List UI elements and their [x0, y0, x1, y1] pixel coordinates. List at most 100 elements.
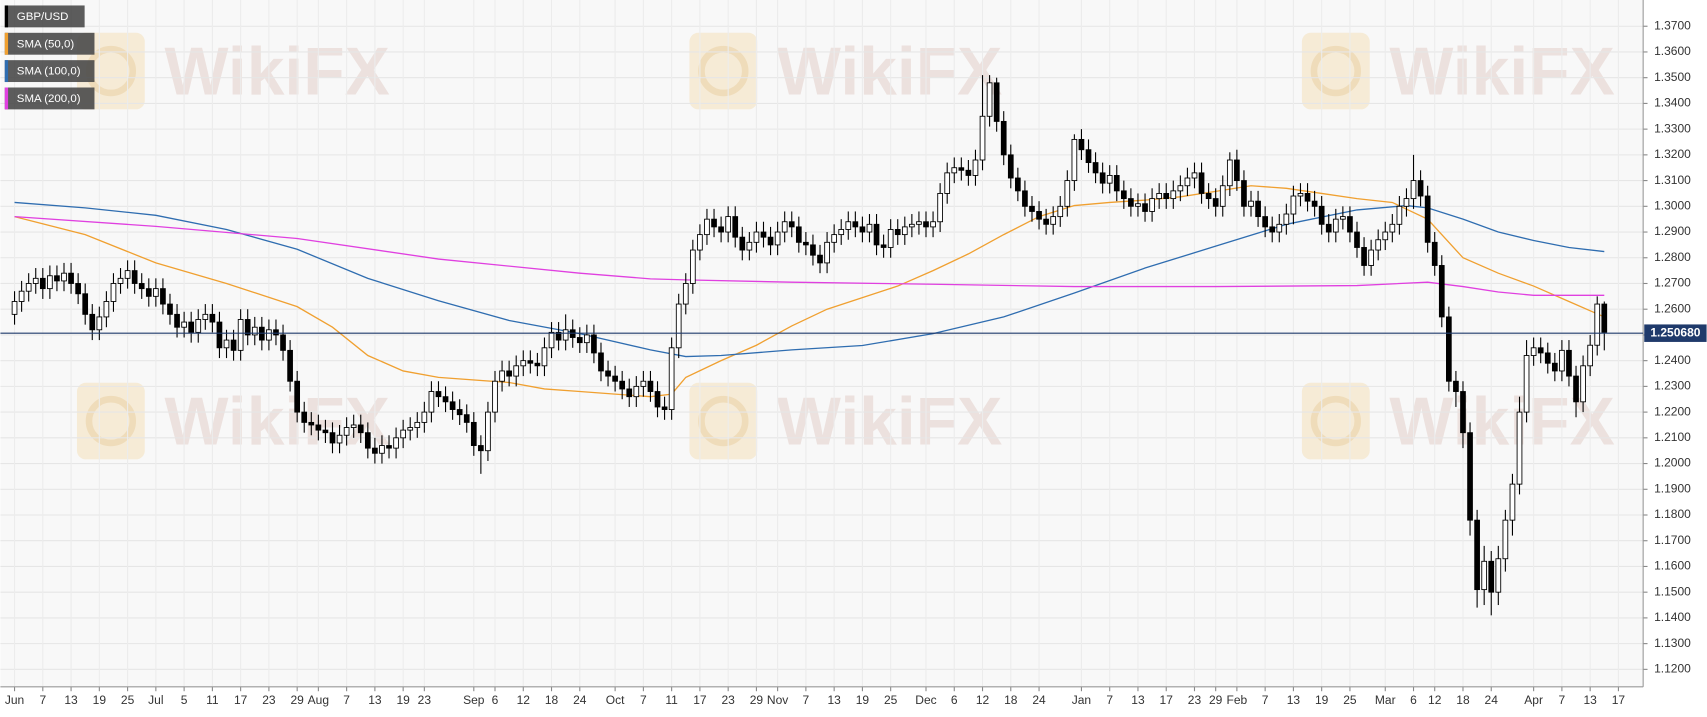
candle-body	[1184, 177, 1191, 187]
x-tick-label: Aug	[308, 693, 329, 707]
candle-body	[845, 221, 852, 230]
x-tick-label: 7	[343, 693, 350, 707]
candle-body	[1601, 303, 1608, 333]
x-tick-label: 19	[396, 693, 410, 707]
candle-body	[1318, 205, 1325, 225]
sma-line	[14, 201, 1605, 358]
y-tick-label: 1.1500	[1654, 584, 1691, 598]
candle-body	[1587, 344, 1594, 367]
watermark: WikiFX	[164, 34, 389, 109]
watermark: WikiFX	[164, 384, 389, 459]
candle-body	[1431, 241, 1438, 266]
candle-body	[697, 234, 703, 251]
x-tick-label: 17	[693, 693, 707, 707]
candle-body	[1481, 560, 1488, 591]
candle-body	[124, 270, 131, 279]
candle-body	[704, 218, 710, 236]
y-tick-label: 1.2200	[1654, 404, 1691, 418]
candle-body	[1516, 411, 1523, 485]
candle-body	[795, 226, 802, 243]
legend-box[interactable]	[4, 87, 95, 110]
x-tick-label: 23	[262, 693, 276, 707]
candle-body	[1120, 190, 1127, 200]
x-tick-label: 12	[1428, 693, 1442, 707]
x-tick-label: 24	[573, 693, 587, 707]
price-label: 1.250680	[1650, 325, 1700, 339]
legend-box[interactable]	[4, 60, 95, 83]
candle-body	[322, 429, 329, 434]
candle-body	[1523, 355, 1530, 413]
candle-body	[810, 244, 816, 256]
candle-body	[1580, 365, 1586, 403]
y-tick-label: 1.3700	[1654, 18, 1691, 32]
candle-body	[1537, 347, 1544, 354]
x-tick-label: 7	[1106, 693, 1113, 707]
x-tick-label: Mar	[1375, 693, 1396, 707]
x-tick-label: 13	[64, 693, 78, 707]
candle-body	[1410, 180, 1417, 200]
candle-body	[1198, 172, 1205, 194]
watermark-logo-mark	[698, 45, 749, 97]
x-tick-label: 19	[93, 693, 107, 707]
candle-body	[598, 352, 604, 372]
x-tick-label: Nov	[767, 693, 788, 707]
x-tick-label: 25	[1343, 693, 1357, 707]
y-tick-label: 1.3100	[1654, 173, 1691, 187]
candle-body	[916, 221, 922, 225]
x-tick-label: 12	[976, 693, 990, 707]
candle-body	[308, 421, 315, 426]
candle-body	[1226, 159, 1233, 187]
candle-body	[1283, 213, 1290, 225]
sma-line	[14, 185, 1605, 398]
candle-body	[1368, 249, 1374, 266]
candle-body	[39, 277, 46, 290]
y-tick-label: 1.1900	[1654, 481, 1691, 495]
candle-body	[555, 331, 562, 341]
x-tick-label: Feb	[1227, 693, 1248, 707]
candle-body	[1389, 223, 1396, 233]
candle-body	[852, 221, 859, 228]
candle-body	[266, 329, 272, 341]
candle-body	[1276, 223, 1283, 233]
candle-body	[492, 380, 498, 413]
candle-body	[619, 380, 626, 390]
legend-box[interactable]	[4, 5, 85, 28]
legend-box[interactable]	[4, 32, 95, 55]
candle-body	[209, 313, 216, 323]
candle-body	[548, 331, 555, 349]
x-tick-label: 5	[181, 693, 188, 707]
candle-body	[1043, 218, 1049, 225]
candle-body	[1234, 159, 1240, 182]
candle-body	[1205, 193, 1212, 200]
x-tick-label: 19	[856, 693, 870, 707]
candle-body	[237, 319, 244, 351]
x-tick-label: 13	[368, 693, 382, 707]
candle-body	[456, 409, 463, 416]
candle-body	[386, 445, 392, 449]
candle-body	[153, 288, 159, 297]
candle-body	[880, 244, 887, 248]
candle-body	[188, 321, 195, 333]
candle-body	[1092, 162, 1099, 174]
candle-body	[1453, 380, 1459, 392]
candle-body	[972, 159, 979, 176]
candle-body	[689, 249, 696, 284]
y-tick-label: 1.3000	[1654, 198, 1691, 212]
candle-body	[1177, 185, 1184, 192]
candle-body	[131, 270, 138, 284]
candle-body	[1544, 352, 1551, 364]
candle-body	[901, 226, 908, 236]
candle-body	[393, 437, 399, 449]
candle-body	[195, 319, 202, 333]
watermark-logo-mark	[1310, 395, 1361, 447]
candle-body	[145, 288, 152, 297]
candle-body	[379, 445, 385, 454]
y-tick-label: 1.2900	[1654, 224, 1691, 238]
candle-body	[541, 347, 548, 367]
candle-body	[1057, 205, 1064, 218]
candle-body	[1559, 349, 1565, 372]
legend-label: GBP/USD	[17, 11, 69, 23]
candle-body	[1212, 198, 1219, 207]
x-tick-label: 25	[121, 693, 135, 707]
